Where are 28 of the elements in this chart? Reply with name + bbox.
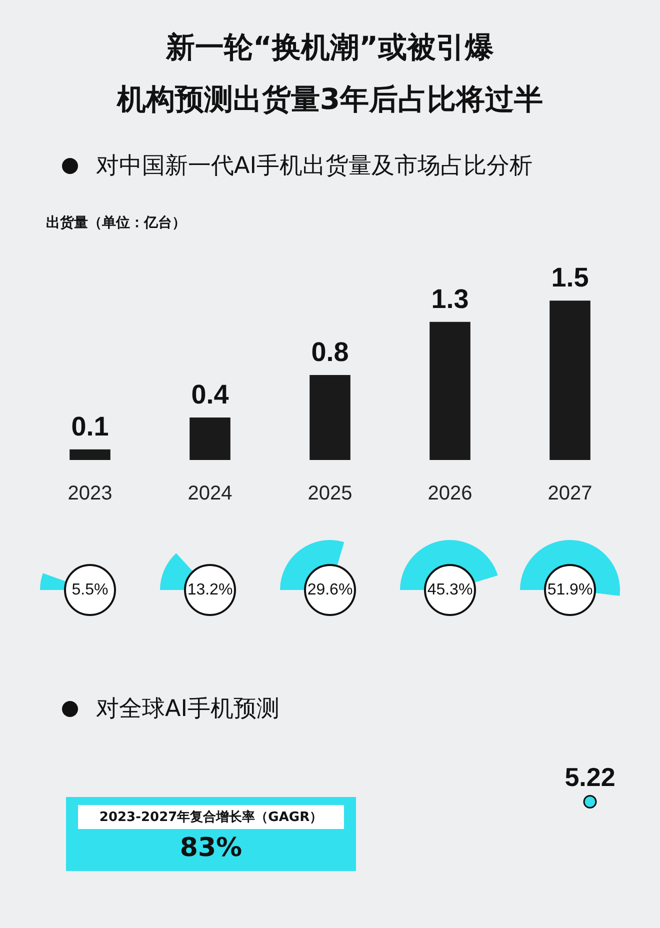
text: 对中国新一代AI手机出货量及市场占比分析 xyxy=(96,152,533,181)
x-tick-label: 2023 xyxy=(68,482,112,505)
text: 5.5% xyxy=(72,581,108,598)
text: 45.3% xyxy=(427,581,473,598)
text: 13.2% xyxy=(187,581,233,598)
bar xyxy=(550,300,590,460)
bar xyxy=(70,449,110,460)
data-label: 1.3 xyxy=(431,284,469,314)
text: 83% xyxy=(178,833,244,863)
bar xyxy=(190,418,230,460)
bar xyxy=(430,322,470,460)
x-tick-label: 2025 xyxy=(308,482,352,505)
x-tick-label: 2027 xyxy=(548,482,592,505)
x-tick-label: 2026 xyxy=(428,482,472,505)
text: 2023-2027年复合增长率（GAGR） xyxy=(78,805,344,829)
data-label: 0.1 xyxy=(71,411,109,442)
y-axis-title: 出货量（单位：亿台） xyxy=(46,214,186,232)
data-label: 1.5 xyxy=(551,262,589,293)
chart-subtitle: 机构预测出货量3年后占比将过半 xyxy=(115,81,544,118)
text: 51.9% xyxy=(547,581,593,598)
data-label: 0.4 xyxy=(191,379,229,410)
data-label: 5.22 xyxy=(564,762,616,792)
x-tick-label: 2024 xyxy=(188,482,232,505)
text: 对全球AI手机预测 xyxy=(96,695,280,724)
text: 29.6% xyxy=(307,581,353,598)
chart-title: 新一轮“换机潮”或被引爆 xyxy=(164,29,496,66)
data-label: 0.8 xyxy=(311,336,349,367)
bar xyxy=(310,375,350,460)
